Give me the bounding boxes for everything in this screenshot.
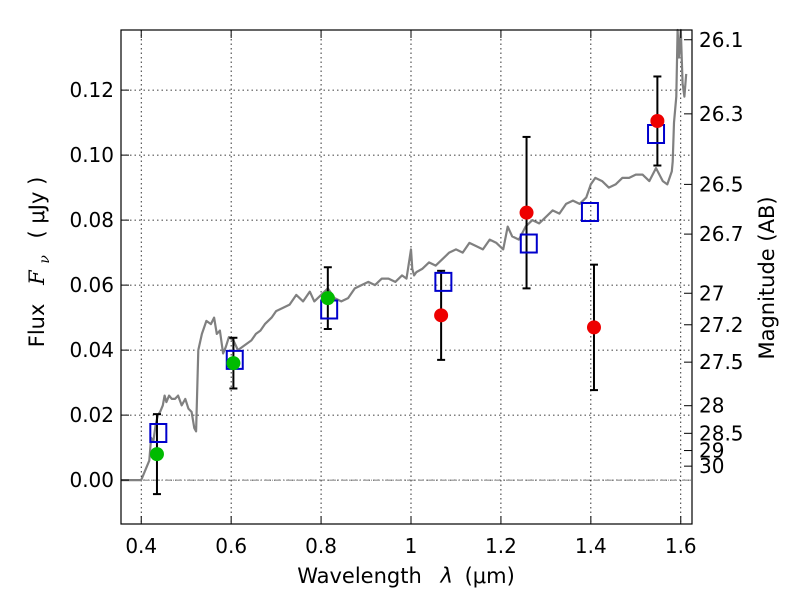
y-tick-label: 0.02	[69, 403, 114, 427]
y-tick-label: 0.08	[69, 208, 114, 232]
y-axis-label-symbol-sub: ν	[37, 255, 53, 264]
x-axis-label-symbol: λ	[439, 564, 452, 588]
model-square-point	[519, 233, 538, 254]
mag-tick-label: 26.3	[699, 102, 744, 126]
model-square-point	[580, 202, 599, 222]
mag-tick-label: 26.5	[699, 172, 744, 196]
red-data-point	[519, 205, 534, 220]
y-axis-label-text: Flux	[25, 304, 49, 348]
y2-axis-label: Magnitude (AB)	[755, 196, 779, 359]
y-axis-label: Flux F ν ( μJy )	[25, 177, 54, 348]
mag-tick-label: 26.7	[699, 222, 744, 246]
green-data-point	[149, 447, 164, 462]
grid-lines	[121, 30, 692, 524]
model-square-point	[149, 423, 168, 443]
mag-tick-label: 29	[699, 439, 724, 463]
y-tick-label: 0.10	[69, 143, 114, 167]
mag-tick-label: 27.2	[699, 313, 744, 337]
mag-tick-label: 27	[699, 281, 724, 305]
y-tick-label: 0.12	[69, 78, 114, 102]
mag-tick-label: 26.1	[699, 28, 744, 52]
y-tick-label: 0.04	[69, 338, 114, 362]
data-points	[149, 114, 666, 462]
y-axis-label-unit: ( μJy )	[25, 177, 49, 239]
x-axis-label-unit: (μm)	[465, 564, 515, 588]
model-square-point	[434, 271, 453, 292]
mag-tick-label: 28	[699, 394, 724, 418]
mag-tick-label: 30	[699, 454, 724, 478]
x-axis-label-text: Wavelength	[297, 564, 422, 588]
x-tick-label: 1	[405, 534, 418, 558]
y-axis-label-symbol: F	[25, 269, 49, 286]
green-data-point	[320, 291, 335, 306]
red-data-point	[434, 308, 449, 323]
green-data-point	[226, 356, 241, 371]
x-tick-label: 1.6	[665, 534, 697, 558]
mag-tick-label: 28.5	[699, 421, 744, 445]
mag-tick-label: 27.5	[699, 350, 744, 374]
plot-frame	[120, 29, 693, 525]
y-tick-label: 0.06	[69, 273, 114, 297]
ticks: 0.4 0.6 0.8 1 1.2 1.4 1.6 0.00 0.02 0.04 0.06 0.08 0…	[69, 28, 743, 558]
red-data-point	[650, 114, 665, 128]
x-tick-label: 0.4	[125, 534, 157, 558]
x-tick-label: 0.8	[305, 534, 337, 558]
spectrum-group	[121, 28, 688, 482]
x-tick-label: 1.4	[575, 534, 607, 558]
red-data-point	[586, 320, 601, 335]
x-axis-label: Wavelength λ (μm)	[297, 564, 515, 588]
x-tick-label: 0.6	[215, 534, 247, 558]
x-tick-label: 1.2	[485, 534, 517, 558]
spectrum-line	[121, 28, 688, 482]
y-tick-label: 0.00	[69, 468, 114, 492]
